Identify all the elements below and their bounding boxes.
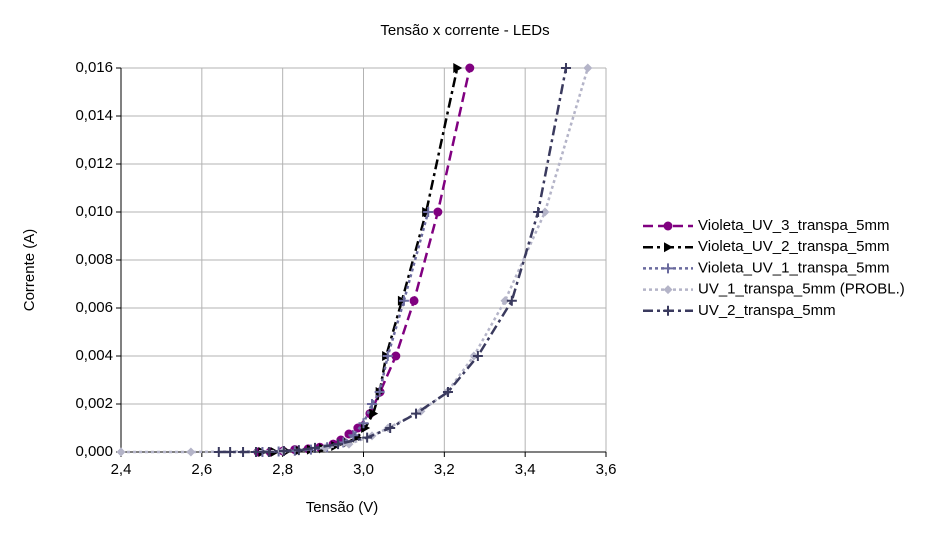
marker [560, 63, 571, 73]
marker [409, 296, 419, 306]
marker [310, 442, 320, 453]
y-tick-label: 0,008 [75, 251, 113, 268]
x-tick-label: 2,6 [191, 461, 212, 478]
marker [263, 447, 274, 457]
marker [186, 447, 196, 457]
marker [250, 447, 261, 457]
marker [433, 207, 443, 217]
marker [366, 399, 377, 409]
legend-label: Violeta_UV_1_transpa_5mm [698, 259, 890, 276]
legend-label: UV_2_transpa_5mm [698, 302, 836, 319]
legend-marker [663, 285, 673, 295]
marker [472, 351, 483, 361]
legend-label: UV_1_transpa_5mm (PROBL.) [698, 281, 905, 298]
y-tick-label: 0,010 [75, 203, 113, 220]
y-tick-label: 0,016 [75, 59, 113, 76]
marker [333, 439, 344, 450]
legend-marker [663, 221, 673, 231]
y-tick-label: 0,014 [75, 107, 113, 124]
marker [225, 447, 236, 457]
marker [278, 446, 289, 457]
marker [411, 408, 422, 419]
marker [374, 387, 385, 397]
x-tick-label: 3,2 [434, 461, 455, 478]
y-tick-label: 0,012 [75, 155, 113, 172]
x-tick-label: 3,4 [515, 461, 536, 478]
chart-title: Tensão x corrente - LEDs [380, 22, 549, 39]
marker [540, 207, 550, 217]
marker [369, 408, 379, 419]
marker [398, 295, 409, 306]
y-tick-label: 0,000 [75, 443, 113, 460]
legend-label: Violeta_UV_3_transpa_5mm [698, 217, 890, 234]
x-tick-label: 2,8 [272, 461, 293, 478]
marker [533, 207, 544, 217]
legend-marker [664, 242, 673, 253]
marker [382, 351, 393, 361]
x-tick-label: 3,0 [353, 461, 374, 478]
marker [348, 430, 359, 441]
x-axis-label: Tensão (V) [306, 499, 379, 516]
x-tick-label: 3,6 [596, 461, 617, 478]
y-tick-label: 0,004 [75, 347, 113, 364]
y-tick-label: 0,006 [75, 299, 113, 316]
marker [213, 447, 224, 457]
x-tick-label: 2,4 [111, 461, 132, 478]
marker [465, 63, 475, 73]
legend-marker [663, 263, 673, 274]
legend-marker [663, 305, 673, 316]
marker [453, 63, 463, 73]
marker [362, 432, 373, 443]
marker [293, 445, 304, 456]
marker [391, 351, 401, 361]
marker [385, 423, 396, 433]
marker [583, 63, 593, 73]
marker [358, 418, 369, 429]
y-tick-label: 0,002 [75, 395, 113, 412]
marker [506, 295, 517, 306]
marker [238, 447, 249, 457]
marker [423, 207, 434, 217]
marker [500, 296, 510, 306]
marker [116, 447, 126, 457]
legend-label: Violeta_UV_2_transpa_5mm [698, 238, 890, 255]
marker [442, 387, 453, 397]
y-axis-label: Corrente (A) [21, 229, 38, 312]
